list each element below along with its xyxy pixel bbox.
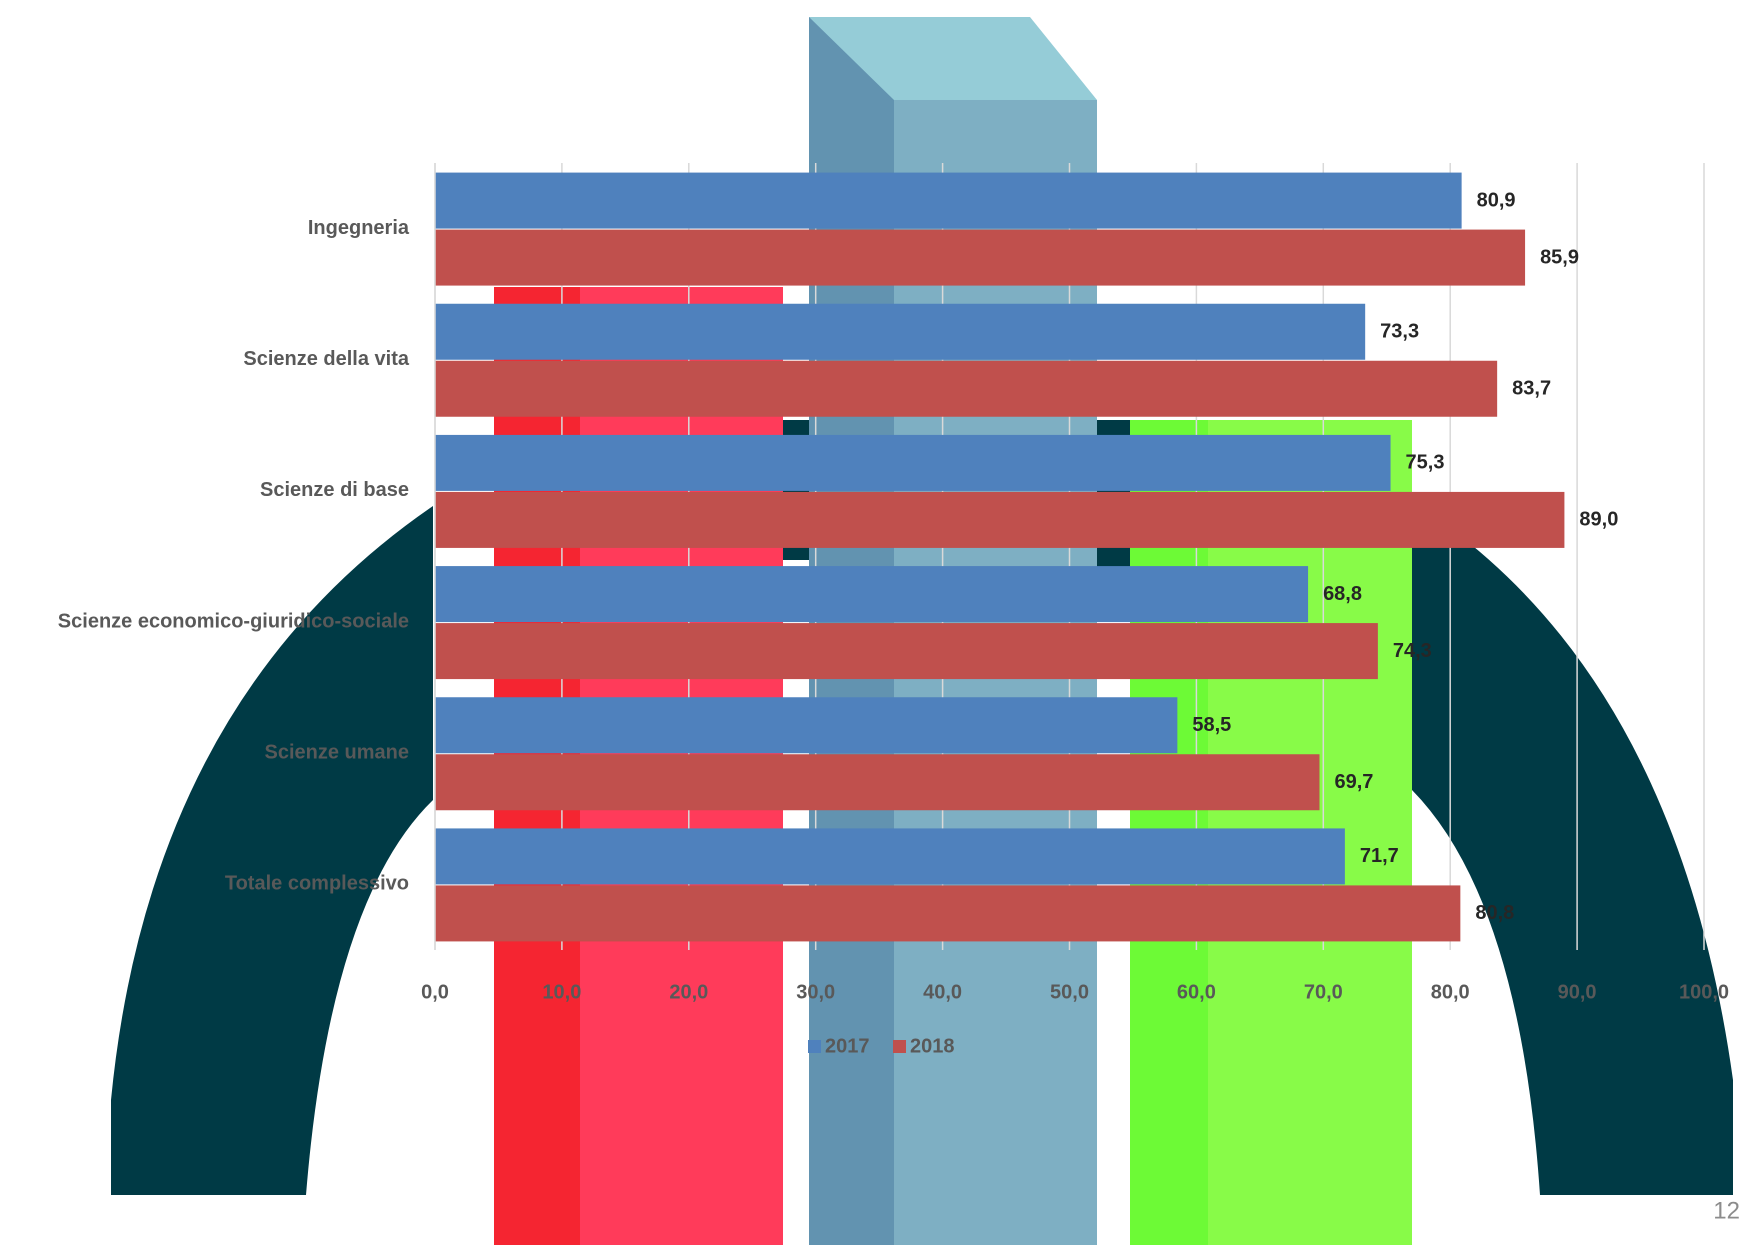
bar bbox=[435, 697, 1178, 754]
x-tick-label: 60,0 bbox=[1177, 981, 1216, 1003]
bar bbox=[435, 434, 1391, 491]
x-tick-label: 10,0 bbox=[542, 981, 581, 1003]
y-tick-label: Ingegneria bbox=[308, 217, 410, 239]
value-label: 75,3 bbox=[1406, 452, 1445, 474]
y-tick-label: Scienze umane bbox=[264, 742, 409, 764]
x-tick-label: 50,0 bbox=[1050, 981, 1089, 1003]
value-label: 73,3 bbox=[1380, 321, 1419, 343]
value-label: 89,0 bbox=[1579, 509, 1618, 531]
bar bbox=[435, 360, 1498, 417]
y-tick-label: Totale complessivo bbox=[225, 873, 409, 895]
y-tick-label: Scienze economico-giuridico-sociale bbox=[58, 610, 409, 632]
bar bbox=[435, 172, 1462, 229]
bar bbox=[435, 754, 1320, 811]
value-label: 80,8 bbox=[1475, 902, 1514, 924]
x-tick-label: 40,0 bbox=[923, 981, 962, 1003]
bar bbox=[435, 885, 1461, 942]
bar bbox=[435, 229, 1526, 286]
value-label: 58,5 bbox=[1192, 714, 1231, 736]
legend-swatch bbox=[893, 1040, 906, 1053]
value-label: 69,7 bbox=[1334, 771, 1373, 793]
bar bbox=[435, 828, 1345, 885]
value-label: 85,9 bbox=[1540, 246, 1579, 268]
x-tick-label: 0,0 bbox=[421, 981, 449, 1003]
bar bbox=[435, 623, 1378, 680]
y-tick-label: Scienze di base bbox=[260, 479, 409, 501]
bar bbox=[435, 491, 1565, 548]
y-tick-label: Scienze della vita bbox=[243, 348, 410, 370]
page-number: 12 bbox=[1713, 1197, 1740, 1224]
x-tick-label: 90,0 bbox=[1558, 981, 1597, 1003]
x-tick-label: 80,0 bbox=[1431, 981, 1470, 1003]
value-label: 80,9 bbox=[1477, 189, 1516, 211]
bar bbox=[435, 303, 1366, 360]
x-tick-label: 20,0 bbox=[669, 981, 708, 1003]
legend-label: 2017 bbox=[825, 1035, 870, 1057]
value-label: 68,8 bbox=[1323, 583, 1362, 605]
legend-swatch bbox=[808, 1040, 821, 1053]
x-tick-label: 100,0 bbox=[1679, 981, 1729, 1003]
value-label: 71,7 bbox=[1360, 845, 1399, 867]
x-tick-label: 30,0 bbox=[796, 981, 835, 1003]
legend-label: 2018 bbox=[910, 1035, 955, 1057]
value-label: 83,7 bbox=[1512, 378, 1551, 400]
value-label: 74,3 bbox=[1393, 640, 1432, 662]
bar bbox=[435, 566, 1309, 623]
x-tick-label: 70,0 bbox=[1304, 981, 1343, 1003]
